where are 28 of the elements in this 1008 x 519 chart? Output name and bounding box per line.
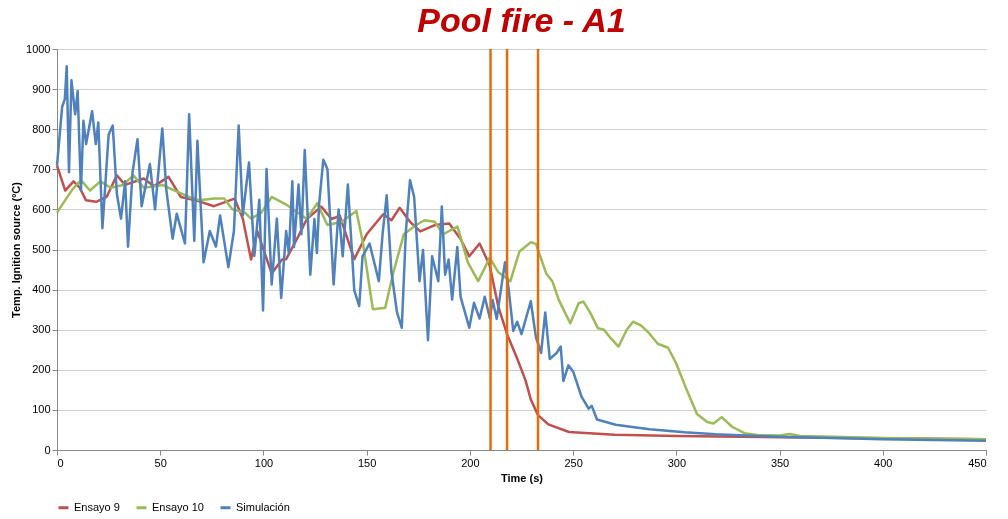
x-tick-label: 450 — [968, 456, 987, 469]
chart-title: Pool fire - A1 — [417, 1, 626, 39]
legend-label: Simulación — [236, 500, 290, 513]
x-tick-label: 200 — [461, 456, 480, 469]
x-tick-label: 350 — [770, 456, 790, 469]
x-tick-label: 300 — [667, 456, 687, 469]
x-tick-label: 250 — [564, 456, 583, 469]
y-tick-label: 300 — [32, 323, 51, 336]
y-tick-label: 1000 — [26, 42, 51, 55]
y-tick-label: 700 — [32, 162, 51, 175]
x-tick-label: 0 — [57, 456, 64, 469]
x-tick-label: 400 — [874, 456, 893, 469]
y-tick-label: 500 — [32, 243, 51, 255]
x-tick-label: 150 — [357, 456, 377, 469]
legend-label: Ensayo 10 — [152, 500, 204, 513]
y-tick-label: 100 — [32, 403, 51, 416]
y-tick-label: 400 — [32, 283, 51, 296]
y-tick-label: 900 — [32, 82, 51, 95]
y-axis-title: Temp. Ignition source (ºC) — [10, 181, 23, 318]
y-tick-label: 800 — [32, 122, 51, 135]
y-tick-label: 0 — [44, 443, 51, 456]
y-tick-label: 200 — [32, 363, 51, 376]
x-tick-label: 50 — [154, 456, 167, 469]
line-series — [55, 64, 988, 443]
legend-label: Ensayo 9 — [74, 500, 120, 513]
y-tick-label: 600 — [32, 202, 51, 215]
x-axis-title: Time (s) — [501, 471, 544, 484]
x-tick-label: 100 — [254, 456, 274, 469]
